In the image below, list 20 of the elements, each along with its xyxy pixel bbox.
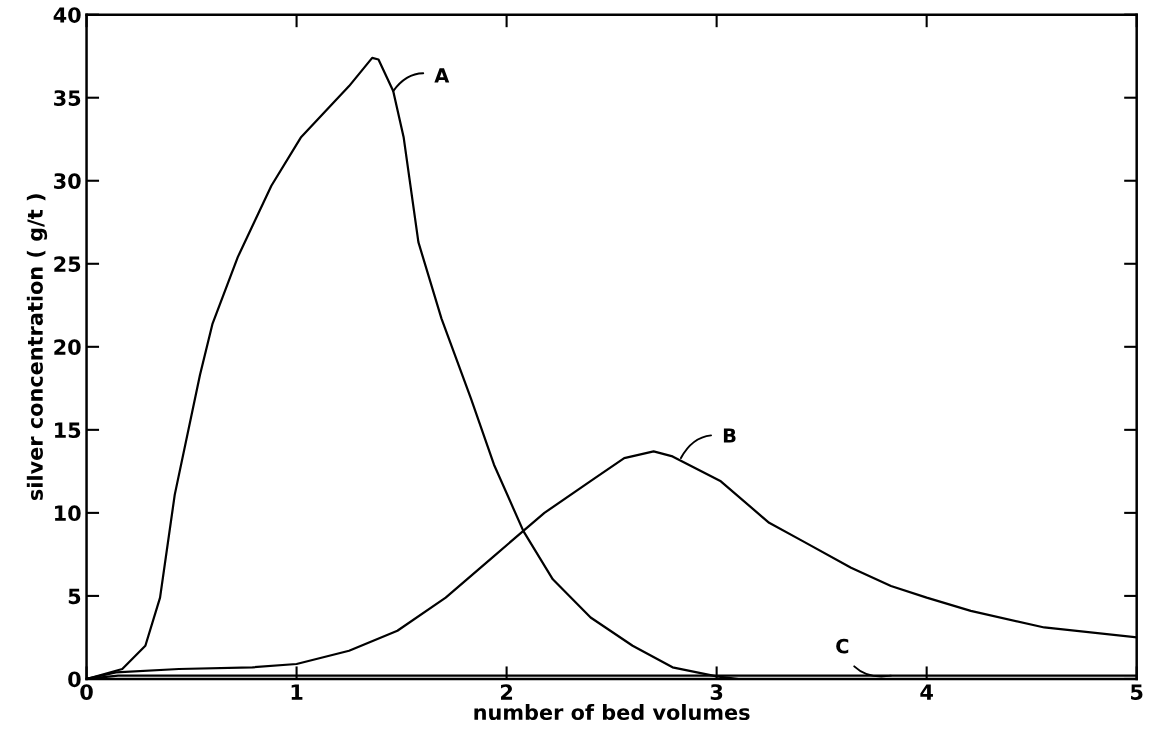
x-tick-label: 3	[710, 684, 723, 700]
y-tick-label: 40	[53, 7, 81, 23]
x-tick-label: 4	[920, 684, 933, 700]
y-axis-title: silver concentration ( g/t )	[26, 194, 48, 501]
y-tick-label: 35	[54, 90, 81, 106]
y-tick-label: 5	[68, 588, 81, 605]
y-tick-label: 20	[54, 339, 81, 356]
x-tick-label: 5	[1131, 684, 1143, 700]
x-axis-title: number of bed volumes	[474, 703, 750, 721]
x-tick-label: 1	[291, 684, 303, 700]
annotation: C	[836, 638, 849, 654]
annotation: A	[434, 68, 450, 83]
y-tick-label: 25	[54, 256, 81, 272]
y-tick-label: 10	[55, 505, 81, 522]
y-tick-label: 0	[68, 671, 81, 688]
y-tick-label: 15	[55, 422, 81, 439]
x-tick-label: 0	[80, 684, 93, 700]
y-tick-label: 30	[54, 173, 81, 189]
annotation: B	[723, 428, 736, 443]
x-tick-label: 2	[501, 684, 513, 700]
